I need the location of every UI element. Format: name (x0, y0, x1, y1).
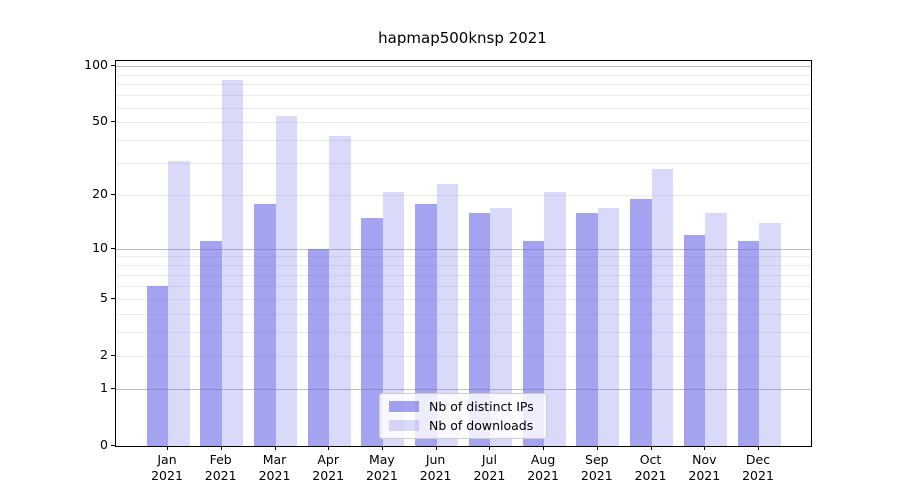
x-tick-mark-dec (758, 446, 759, 450)
bar-downloads-jul (490, 208, 512, 446)
bar-ips-jun (415, 203, 437, 446)
y-tick-label-0: 0 (100, 437, 108, 452)
x-tick-label-jan: Jan 2021 (151, 452, 183, 483)
bar-ips-oct (630, 199, 652, 446)
gridline-y-2 (116, 355, 811, 357)
y-tick-mark-20 (111, 194, 115, 196)
x-tick-mark-sep (596, 446, 598, 450)
gridline-y-90 (116, 74, 811, 76)
gridline-y-5 (116, 298, 811, 300)
y-tick-mark-2 (111, 354, 115, 356)
gridline-y-100 (116, 66, 811, 67)
x-tick-label-nov: Nov 2021 (688, 452, 721, 483)
y-tick-label-5: 5 (100, 289, 108, 305)
y-tick-mark-1 (111, 387, 115, 389)
gridline-y-80 (116, 84, 811, 86)
gridline-y-4 (116, 313, 811, 315)
plot-area: Nb of distinct IPs Nb of downloads (115, 60, 812, 447)
bar-downloads-dec (759, 223, 781, 446)
y-tick-mark-0 (111, 445, 115, 446)
bar-downloads-nov (705, 212, 727, 446)
bar-ips-sep (576, 212, 598, 446)
x-tick-mark-may (381, 446, 383, 450)
x-tick-label-mar: Mar 2021 (258, 452, 291, 483)
gridline-y-50 (116, 122, 811, 124)
legend-swatch-downloads (389, 420, 419, 431)
gridline-y-3 (116, 331, 811, 333)
bar-downloads-feb (221, 80, 244, 446)
chart-title: hapmap500knsp 2021 (378, 29, 547, 47)
y-tick-label-10: 10 (92, 239, 108, 255)
bar-downloads-apr (329, 136, 351, 446)
gridline-y-8 (116, 265, 811, 267)
y-tick-label-20: 20 (92, 186, 108, 202)
x-tick-mark-nov (704, 446, 706, 450)
y-tick-mark-5 (111, 297, 115, 299)
x-tick-label-feb: Feb 2021 (204, 452, 237, 483)
bar-ips-may (361, 217, 383, 446)
gridline-y-70 (116, 95, 811, 96)
bar-ips-apr (307, 248, 330, 446)
bar-ips-mar (254, 203, 276, 446)
bar-downloads-mar (275, 116, 297, 446)
x-tick-mark-jan (167, 446, 168, 450)
gridline-y-60 (116, 107, 811, 109)
bar-ips-dec (737, 241, 759, 446)
bar-downloads-aug (544, 191, 566, 446)
x-tick-label-sep: Sep 2021 (580, 452, 613, 483)
gridline-y-10 (116, 248, 811, 250)
x-tick-label-may: May 2021 (365, 452, 398, 483)
bar-ips-feb (200, 241, 222, 446)
y-tick-mark-50 (111, 121, 115, 123)
gridline-y-1 (116, 388, 811, 390)
bar-ips-jul (468, 212, 491, 446)
bar-downloads-jan (168, 160, 190, 446)
x-tick-mark-apr (328, 446, 330, 450)
gridline-y-7 (116, 274, 811, 276)
bar-downloads-oct (651, 168, 673, 446)
gridline-y-40 (116, 140, 811, 142)
y-tick-label-50: 50 (92, 113, 108, 129)
y-tick-label-1: 1 (100, 379, 108, 395)
legend-entry-distinct-ips: Nb of distinct IPs (389, 399, 546, 414)
gridline-y-6 (116, 285, 811, 287)
y-tick-mark-10 (111, 247, 115, 249)
legend: Nb of distinct IPs Nb of downloads (379, 393, 547, 439)
bar-ips-nov (683, 234, 706, 446)
legend-swatch-distinct-ips (389, 401, 419, 412)
x-tick-label-aug: Aug 2021 (527, 452, 559, 483)
x-tick-mark-mar (274, 446, 276, 450)
x-tick-mark-jul (489, 446, 491, 450)
bar-downloads-sep (597, 208, 620, 446)
y-tick-mark-100 (111, 65, 115, 66)
gridline-y-9 (116, 256, 811, 258)
x-tick-label-oct: Oct 2021 (634, 452, 667, 483)
x-tick-mark-aug (543, 446, 545, 450)
x-tick-label-jun: Jun 2021 (419, 452, 452, 483)
y-tick-label-2: 2 (100, 346, 108, 362)
gridline-y-30 (116, 163, 811, 165)
bar-ips-jan (146, 285, 168, 446)
x-tick-label-jul: Jul 2021 (473, 452, 506, 483)
gridline-y-20 (116, 195, 811, 197)
bar-downloads-may (382, 191, 405, 446)
legend-label-downloads: Nb of downloads (429, 418, 534, 433)
x-tick-mark-jun (435, 446, 437, 450)
legend-label-distinct-ips: Nb of distinct IPs (429, 399, 534, 414)
x-tick-mark-feb (220, 446, 222, 450)
x-tick-mark-oct (650, 446, 652, 450)
legend-entry-downloads: Nb of downloads (389, 418, 546, 433)
y-tick-label-100: 100 (84, 57, 108, 72)
x-tick-label-apr: Apr 2021 (312, 452, 345, 483)
x-tick-label-dec: Dec 2021 (742, 452, 774, 483)
bar-downloads-jun (436, 184, 459, 446)
